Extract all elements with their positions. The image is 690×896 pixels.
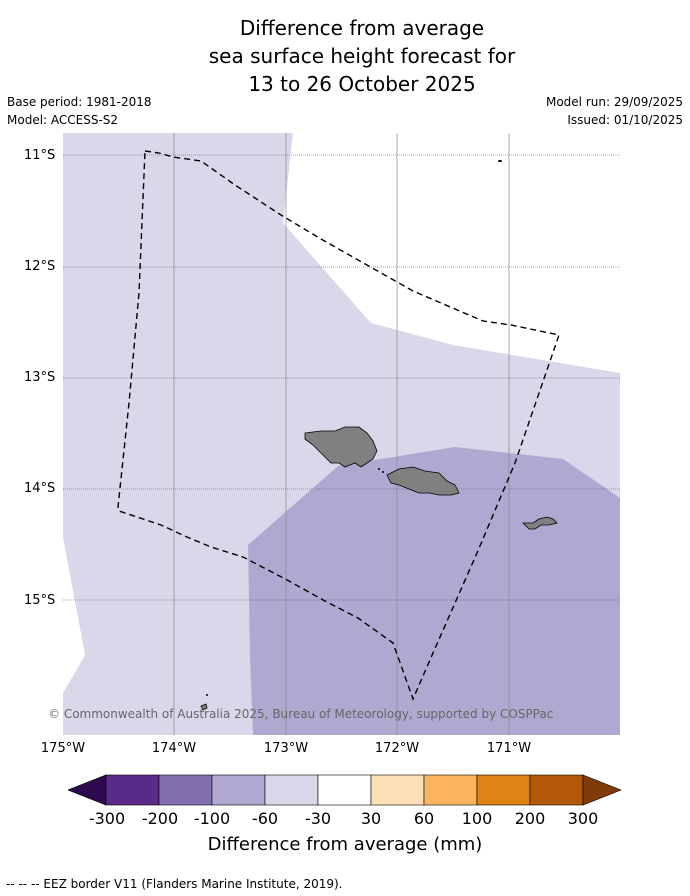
eez-legend: -- -- -- EEZ border V11 (Flanders Marine…	[6, 877, 343, 891]
map-panel	[63, 133, 620, 735]
title-line-2: sea surface height forecast for	[208, 44, 516, 68]
model-run: Model run: 29/09/2025	[545, 95, 683, 109]
model-name: Model: ACCESS-S2	[7, 113, 119, 127]
meridians	[173, 133, 510, 735]
copyright-notice: © Commonwealth of Australia 2025, Bureau…	[48, 707, 554, 721]
colorbar-tick: 300	[567, 809, 599, 828]
colorbar-label: Difference from average (mm)	[207, 834, 483, 855]
colorbar-arrow-low	[68, 774, 107, 806]
anomaly-region-dark	[248, 447, 620, 735]
issued-date: Issued: 01/10/2025	[567, 113, 683, 127]
colorbar-segment	[476, 774, 531, 806]
title-line-1: Difference from average	[239, 16, 485, 40]
colorbar	[68, 774, 622, 806]
islet-north	[498, 160, 502, 162]
islet-southwest	[206, 694, 208, 696]
map-title: Difference from average sea surface heig…	[0, 14, 690, 98]
colorbar-tick: -60	[251, 809, 279, 828]
lon-label-173w: 173°W	[263, 741, 309, 756]
lat-label-12s: 12°S	[24, 259, 56, 274]
title-line-3: 13 to 26 October 2025	[248, 72, 476, 96]
colorbar-tick: 30	[360, 809, 382, 828]
colorbar-segment	[370, 774, 425, 806]
colorbar-segment	[105, 774, 160, 806]
colorbar-segment	[423, 774, 478, 806]
lat-label-15s: 15°S	[24, 593, 56, 608]
lon-label-171w: 171°W	[486, 741, 532, 756]
colorbar-segment	[264, 774, 319, 806]
lat-label-14s: 14°S	[24, 481, 56, 496]
eez-border	[117, 150, 560, 701]
colorbar-arrow-high	[582, 774, 622, 806]
lon-label-175w: 175°W	[40, 741, 86, 756]
lat-label-13s: 13°S	[24, 370, 56, 385]
unshaded-area	[63, 538, 85, 693]
colorbar-tick: 100	[461, 809, 493, 828]
colorbar-tick: -30	[304, 809, 332, 828]
colorbar-segment	[529, 774, 584, 806]
base-period: Base period: 1981-2018	[7, 95, 152, 109]
colorbar-segment	[317, 774, 372, 806]
colorbar-tick: -300	[88, 809, 126, 828]
colorbar-tick: -100	[193, 809, 231, 828]
colorbar-segment	[211, 774, 266, 806]
colorbar-tick: -200	[141, 809, 179, 828]
islet-apolima	[378, 468, 380, 470]
parallels	[63, 154, 620, 601]
lon-label-172w: 172°W	[374, 741, 420, 756]
colorbar-tick: 60	[413, 809, 435, 828]
island-savaii	[304, 426, 378, 468]
colorbar-tick: 200	[514, 809, 546, 828]
island-southwest	[200, 703, 208, 711]
colorbar-segment	[158, 774, 213, 806]
lat-label-11s: 11°S	[24, 148, 56, 163]
island-tutuila	[522, 516, 558, 530]
lon-label-174w: 174°W	[151, 741, 197, 756]
islet-manono	[382, 471, 384, 473]
island-upolu	[386, 466, 460, 496]
